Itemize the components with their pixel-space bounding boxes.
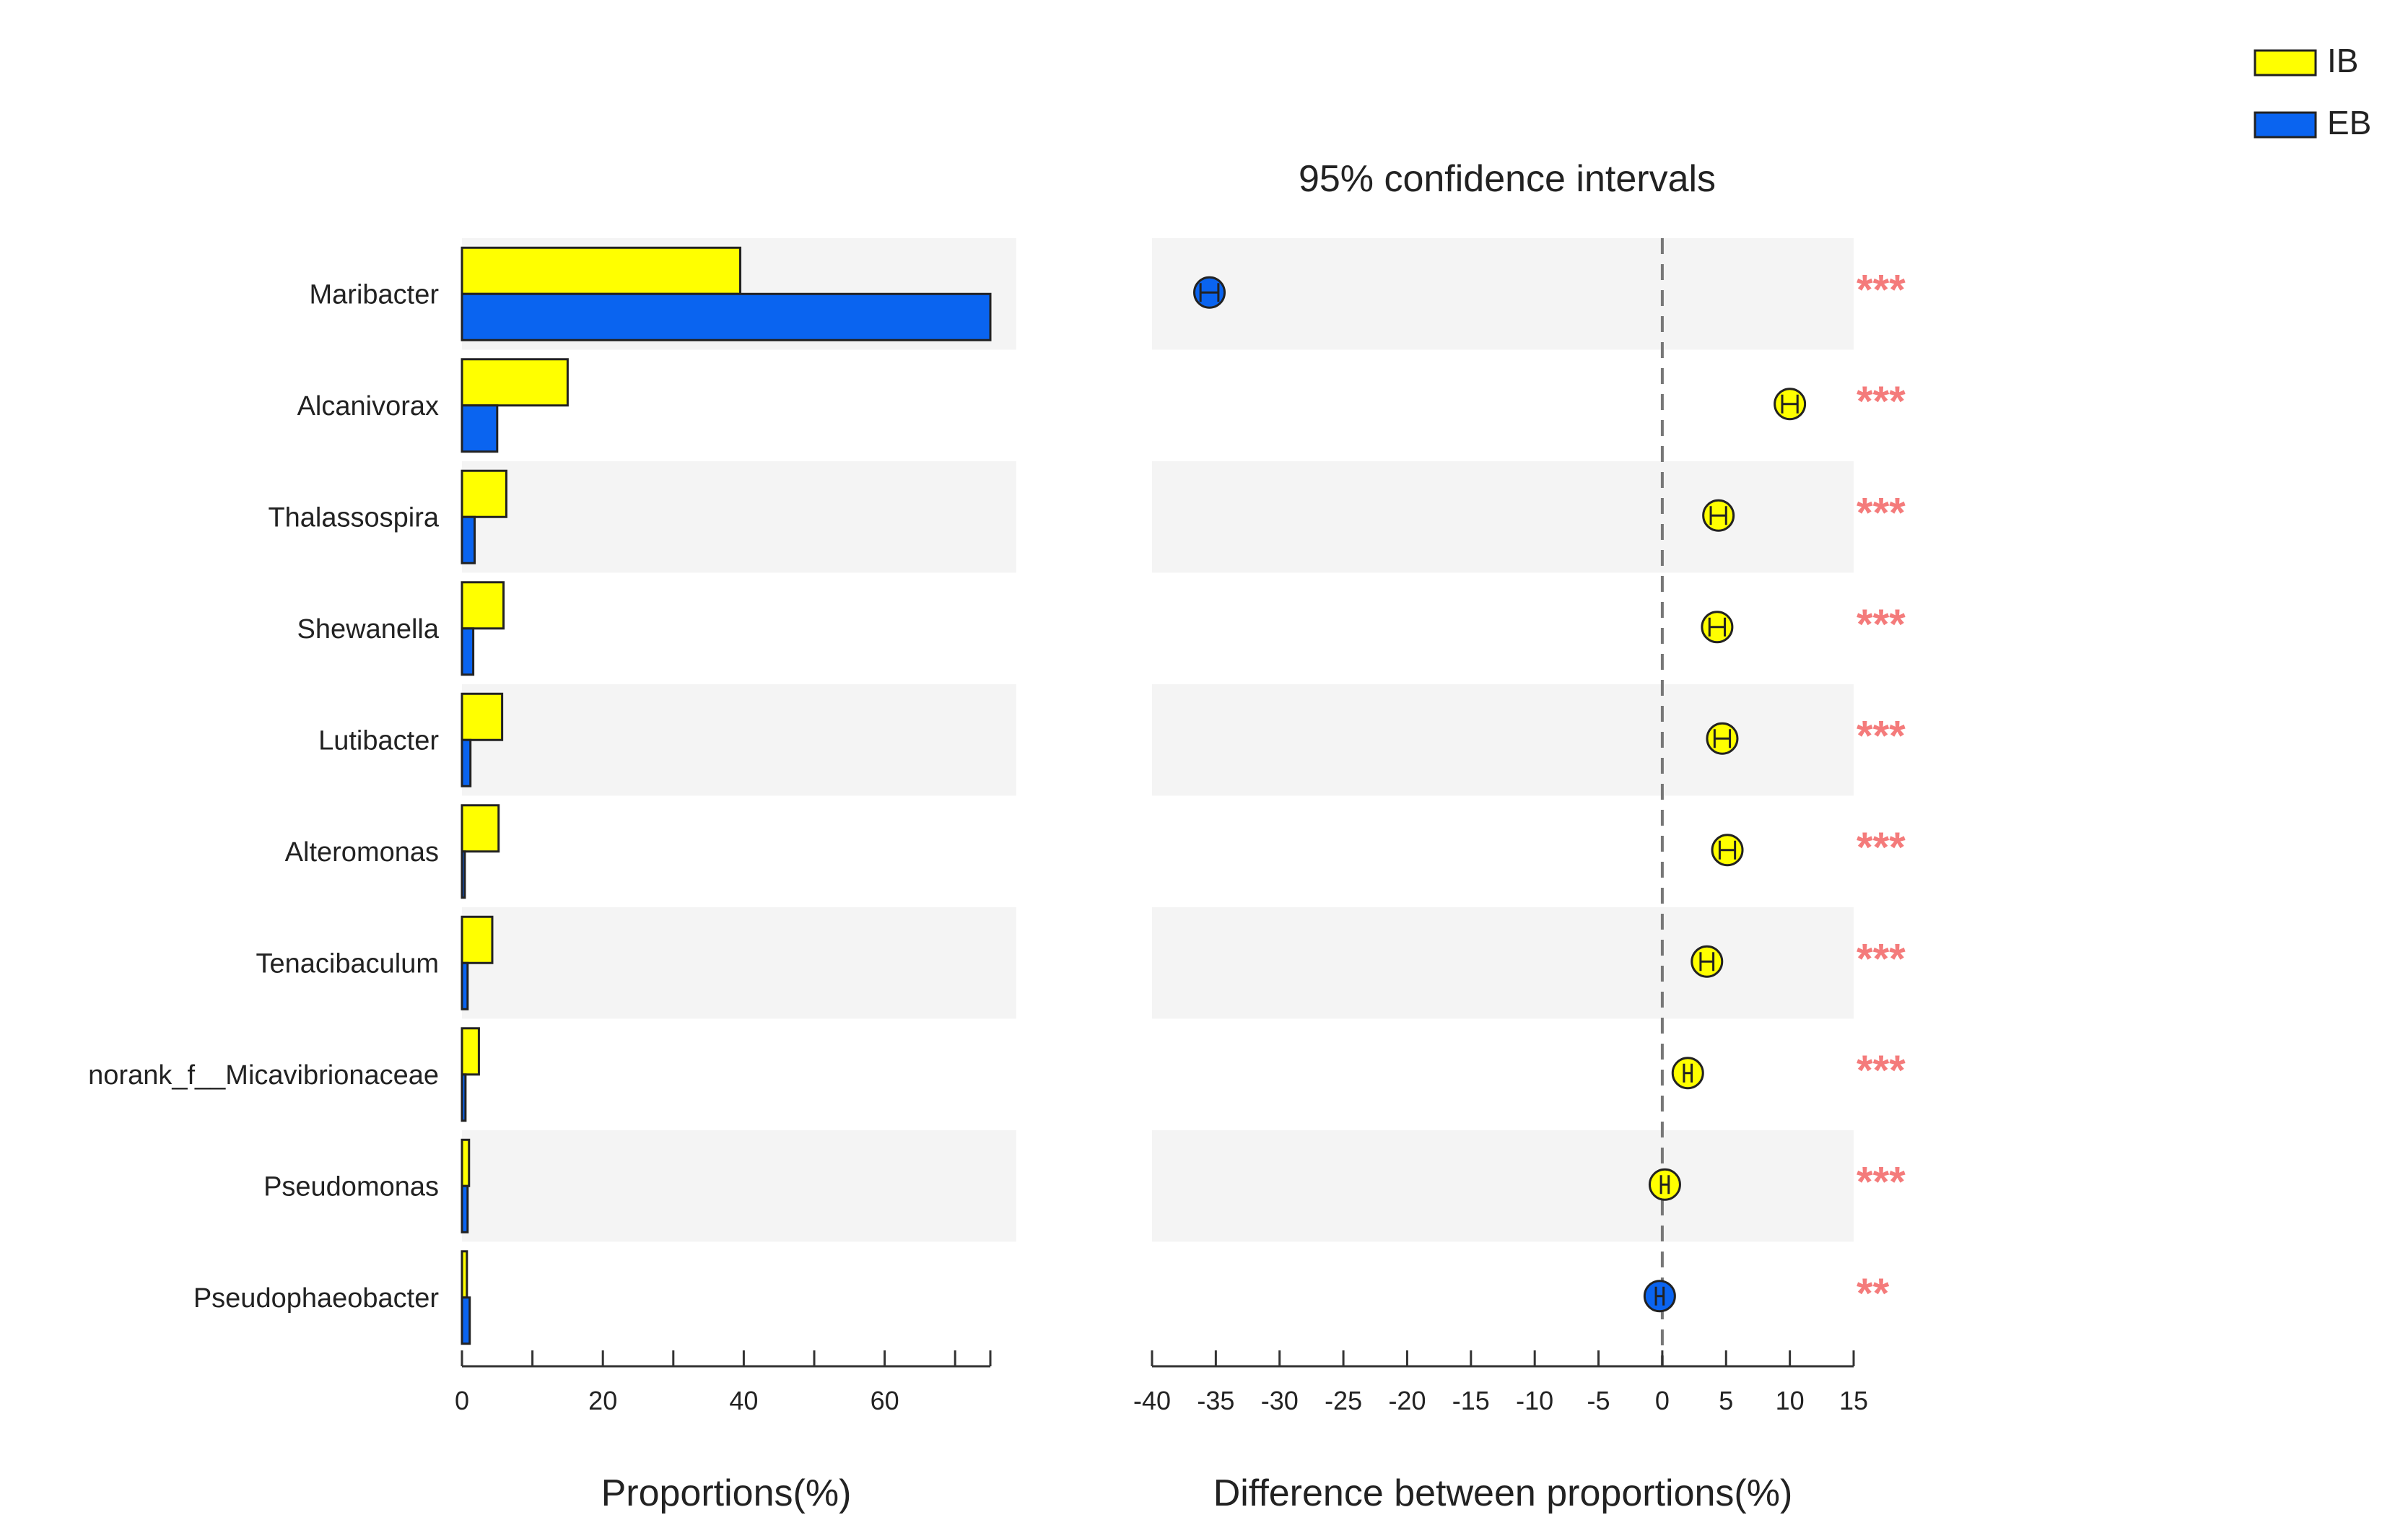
significance-tenacibaculum: *** [1857, 935, 1906, 982]
legend-swatch-ib [2254, 49, 2317, 77]
proportions-panel: Maribacter Alcanivorax Thalassospira Shewan… [88, 246, 992, 1514]
left-stripe-8 [462, 1130, 1016, 1242]
significance-alteromonas: *** [1857, 824, 1906, 871]
difference-tick-label-5: -15 [1452, 1386, 1490, 1415]
bar-eb-lutibacter [461, 738, 472, 787]
row-stripes [462, 238, 1854, 1242]
difference-axis-title: Difference between proportions(%) [1213, 1472, 1793, 1514]
difference-tick-label-9: 5 [1719, 1386, 1733, 1415]
proportions-axis-title: Proportions(%) [601, 1472, 852, 1514]
bar-eb-pseudophaeobacter [461, 1296, 471, 1345]
difference-tick-label-10: 10 [1776, 1386, 1805, 1415]
right-stripe-4 [1152, 684, 1854, 796]
bar-eb-alcanivorax [461, 404, 499, 453]
category-label-alcanivorax: Alcanivorax [297, 391, 439, 422]
bar-eb-norank-f-micavibrionaceae [461, 1073, 467, 1122]
bar-ib-pseudophaeobacter [461, 1250, 468, 1299]
bar-ib-tenacibaculum [461, 915, 494, 964]
bar-ib-thalassospira [461, 469, 507, 518]
significance-pseudophaeobacter: ** [1857, 1270, 1890, 1317]
difference-tick-label-0: -40 [1133, 1386, 1171, 1415]
category-label-pseudomonas: Pseudomonas [263, 1171, 439, 1202]
bar-ib-alcanivorax [461, 358, 569, 407]
bar-eb-shewanella [461, 627, 475, 676]
difference-tick-label-4: -20 [1388, 1386, 1426, 1415]
legend-swatch-eb [2254, 111, 2317, 139]
left-stripe-6 [462, 907, 1016, 1019]
difference-tick-label-11: 15 [1839, 1386, 1868, 1415]
legend-label-eb: EB [2327, 104, 2371, 141]
proportions-tick-label-60: 60 [871, 1386, 899, 1415]
difference-tick-label-8: 0 [1655, 1386, 1670, 1415]
significance-norank-f-micavibrionaceae: *** [1857, 1047, 1906, 1094]
category-label-maribacter: Maribacter [310, 279, 440, 310]
bar-ib-shewanella [461, 581, 505, 630]
bar-ib-lutibacter [461, 692, 504, 741]
legend-label-ib: IB [2327, 42, 2358, 79]
difference-tick-label-6: -10 [1516, 1386, 1553, 1415]
category-label-norank-f-micavibrionaceae: norank_f__Micavibrionaceae [88, 1060, 439, 1091]
category-label-pseudophaeobacter: Pseudophaeobacter [193, 1283, 440, 1314]
right-stripe-2 [1152, 461, 1854, 573]
bar-eb-tenacibaculum [461, 961, 469, 1010]
significance-alcanivorax: *** [1857, 378, 1906, 425]
left-stripe-4 [462, 684, 1016, 796]
bar-ib-norank-f-micavibrionaceae [461, 1027, 480, 1076]
proportions-tick-label-0: 0 [455, 1386, 469, 1415]
significance-pseudomonas: *** [1857, 1158, 1906, 1205]
difference-panel: 95% confidence intervals****************… [1133, 158, 1906, 1514]
bar-eb-alteromonas [461, 850, 466, 899]
legend: IB EB [2254, 42, 2371, 141]
category-label-lutibacter: Lutibacter [318, 725, 439, 756]
significance-lutibacter: *** [1857, 712, 1906, 759]
significance-thalassospira: *** [1857, 489, 1906, 536]
right-stripe-0 [1152, 238, 1854, 350]
difference-tick-label-3: -25 [1325, 1386, 1362, 1415]
bar-eb-maribacter [461, 292, 992, 341]
category-label-alteromonas: Alteromonas [285, 837, 439, 868]
significance-maribacter: *** [1857, 266, 1906, 313]
right-stripe-8 [1152, 1130, 1854, 1242]
category-label-tenacibaculum: Tenacibaculum [256, 948, 439, 979]
significance-shewanella: *** [1857, 601, 1906, 648]
bar-ib-pseudomonas [461, 1138, 471, 1187]
ci-title: 95% confidence intervals [1299, 158, 1716, 200]
category-label-thalassospira: Thalassospira [268, 502, 439, 533]
left-stripe-2 [462, 461, 1016, 573]
difference-tick-label-7: -5 [1587, 1386, 1610, 1415]
bar-ib-maribacter [461, 246, 742, 295]
bar-eb-thalassospira [461, 515, 476, 564]
difference-tick-label-2: -30 [1261, 1386, 1299, 1415]
bar-eb-pseudomonas [461, 1184, 469, 1233]
proportions-tick-label-40: 40 [729, 1386, 758, 1415]
proportions-tick-label-20: 20 [588, 1386, 617, 1415]
bar-ib-alteromonas [461, 804, 500, 853]
difference-tick-label-1: -35 [1197, 1386, 1234, 1415]
category-label-shewanella: Shewanella [297, 614, 440, 645]
right-stripe-6 [1152, 907, 1854, 1019]
